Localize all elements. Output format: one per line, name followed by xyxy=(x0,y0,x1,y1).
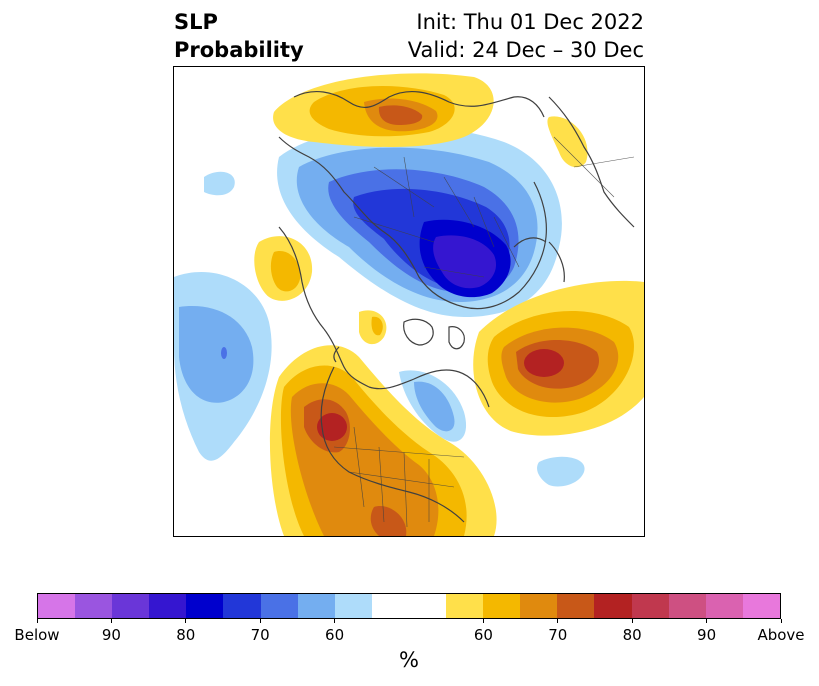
init-date: Init: Thu 01 Dec 2022 xyxy=(416,10,644,34)
colorbar-cell xyxy=(38,594,76,618)
colorbar-tick-label: 60 xyxy=(473,626,493,644)
map-dates: Init: Thu 01 Dec 2022 Valid: 24 Dec – 30… xyxy=(408,8,644,64)
colorbar-cell xyxy=(520,594,558,618)
colorbar-tick-label: Below xyxy=(14,626,60,644)
above-normal-region-north xyxy=(273,73,588,168)
colorbar-cell xyxy=(446,594,484,618)
above-normal-region-north-america xyxy=(269,345,497,536)
coastlines xyxy=(278,90,635,523)
colorbar-cell xyxy=(75,594,113,618)
colorbar-tick-label: 70 xyxy=(250,626,270,644)
colorbar-tick-label: 80 xyxy=(622,626,642,644)
political-borders xyxy=(333,136,635,528)
colorbar-tick-label: 80 xyxy=(176,626,196,644)
colorbar-cell xyxy=(186,594,224,618)
colorbar-cell xyxy=(334,594,372,618)
colorbar-cell xyxy=(557,594,595,618)
colorbar-cell xyxy=(260,594,298,618)
colorbar-tick-mark xyxy=(36,619,38,623)
colorbar-tick-label: 60 xyxy=(325,626,345,644)
colorbar-unit-label: % xyxy=(399,648,419,672)
colorbar-tick-mark xyxy=(110,619,112,623)
colorbar-cell xyxy=(631,594,669,618)
colorbar-cell xyxy=(149,594,187,618)
colorbar-cell xyxy=(668,594,706,618)
map-title: SLP Probability xyxy=(174,8,304,64)
colorbar-cell xyxy=(223,594,261,618)
above-normal-region-atlantic xyxy=(473,280,644,436)
title-product: Probability xyxy=(174,38,304,62)
colorbar-cell xyxy=(112,594,150,618)
colorbar-tick-mark xyxy=(482,619,484,623)
below-normal-region-canada xyxy=(204,171,585,487)
colorbar-tick-mark xyxy=(706,619,708,623)
probability-map xyxy=(173,66,645,537)
colorbar-cell xyxy=(742,594,780,618)
title-variable: SLP xyxy=(174,10,218,34)
colorbar-tick-mark xyxy=(631,619,633,623)
colorbar-tick-mark xyxy=(185,619,187,623)
valid-range: Valid: 24 Dec – 30 Dec xyxy=(407,38,644,62)
probability-colorbar xyxy=(37,593,781,619)
colorbar-tick-label: 90 xyxy=(697,626,717,644)
above-normal-region-pacific xyxy=(254,236,387,345)
colorbar-tick-mark xyxy=(780,619,782,623)
colorbar-cell xyxy=(705,594,743,618)
colorbar-tick-label: 70 xyxy=(548,626,568,644)
colorbar-tick-mark xyxy=(334,619,336,623)
colorbar-cell xyxy=(297,594,335,618)
below-normal-region-pacific xyxy=(174,272,272,461)
colorbar-tick-mark xyxy=(259,619,261,623)
colorbar-cell xyxy=(371,594,409,618)
below-normal-region-asia xyxy=(277,126,562,317)
colorbar-cell xyxy=(594,594,632,618)
colorbar-cell xyxy=(483,594,521,618)
colorbar-tick-label: 90 xyxy=(101,626,121,644)
colorbar-tick-mark xyxy=(557,619,559,623)
colorbar-cell xyxy=(408,594,447,618)
colorbar-tick-label: Above xyxy=(757,626,805,644)
